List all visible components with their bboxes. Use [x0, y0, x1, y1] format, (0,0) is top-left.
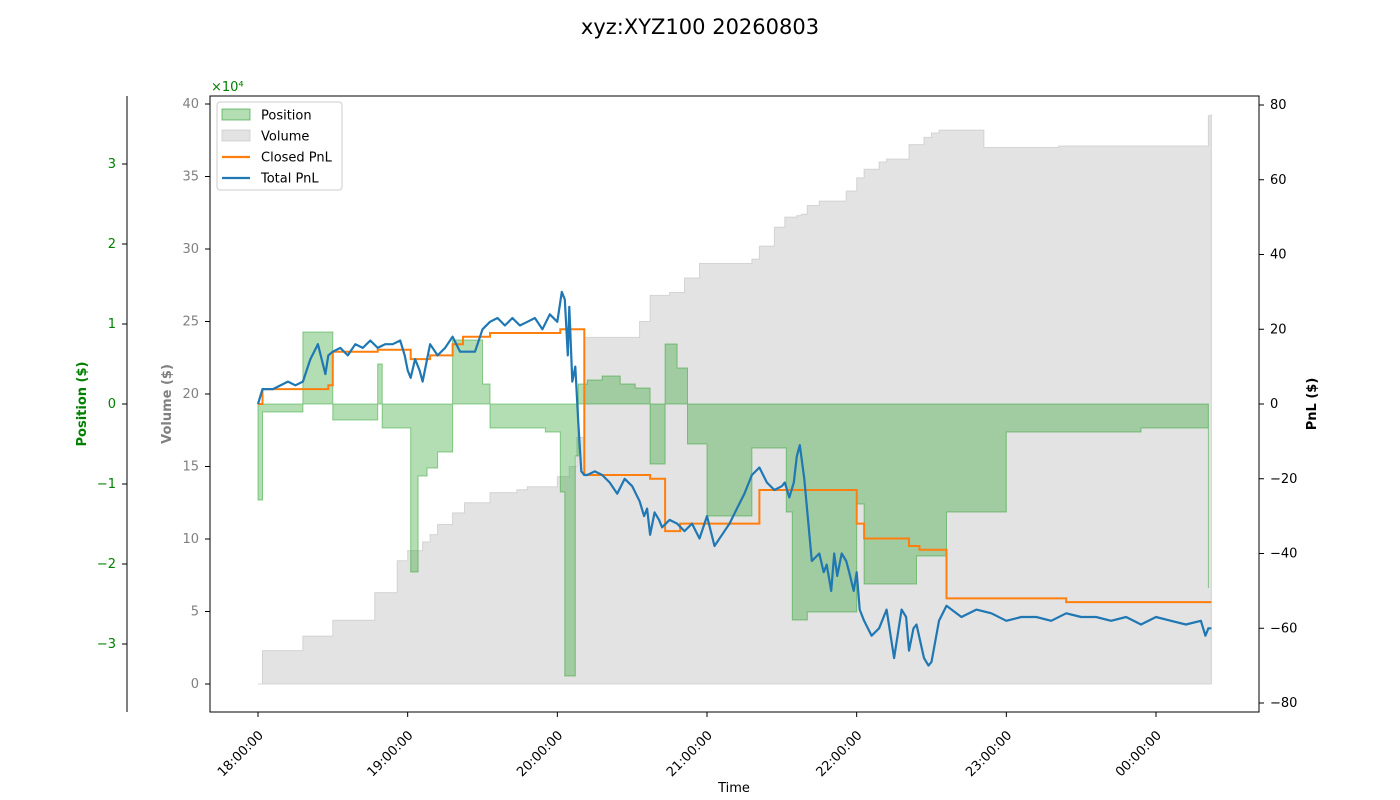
- chart-title: xyz:XYZ100 20260803: [581, 15, 819, 39]
- legend: Position Volume Closed PnL Total PnL: [216, 101, 343, 191]
- time-tick-label: 20:00:00: [514, 728, 566, 780]
- volume-tick-label: 15: [182, 460, 199, 475]
- volume-tick-label: 20: [182, 387, 199, 402]
- volume-tick-label: 30: [182, 242, 199, 257]
- time-tick-label: 18:00:00: [215, 728, 267, 780]
- pnl-axis-ticks: −80 −60 −40 −20 0 20 40 60 80: [1259, 98, 1297, 711]
- pnl-tick-label: 60: [1270, 173, 1287, 188]
- total-pnl-line: [256, 290, 1212, 667]
- position-axis-ticks: −3 −2 −1 0 1 2 3: [97, 157, 127, 652]
- legend-box: [216, 101, 343, 191]
- closed-pnl-line: [258, 328, 1212, 604]
- volume-axis-ticks: 0 5 10 15 20 25 30 35 40: [182, 97, 210, 692]
- position-tick-label: 1: [108, 317, 116, 332]
- position-area: [257, 331, 1209, 677]
- legend-label: Position: [261, 109, 312, 124]
- pnl-tick-label: −80: [1270, 696, 1297, 711]
- volume-series: [258, 114, 1212, 685]
- closed-pnl-series: [258, 328, 1212, 604]
- pnl-tick-label: 80: [1270, 98, 1287, 113]
- pnl-tick-label: −60: [1270, 621, 1297, 636]
- pnl-tick-label: −40: [1270, 547, 1297, 562]
- time-tick-label: 00:00:00: [1113, 728, 1165, 780]
- volume-axis-label: Volume ($): [160, 364, 175, 444]
- volume-tick-label: 5: [191, 605, 199, 620]
- time-axis-label: Time: [717, 781, 750, 796]
- legend-label: Total PnL: [260, 172, 319, 187]
- volume-tick-label: 25: [182, 315, 199, 330]
- legend-swatch: [221, 129, 251, 142]
- pnl-tick-label: 40: [1270, 248, 1287, 263]
- position-tick-label: 0: [108, 397, 116, 412]
- position-tick-label: 2: [108, 237, 116, 252]
- time-tick-label: 22:00:00: [814, 728, 866, 780]
- pnl-axis-label: PnL ($): [1305, 378, 1320, 431]
- pnl-tick-label: 20: [1270, 322, 1287, 337]
- time-tick-label: 21:00:00: [664, 728, 716, 780]
- position-series: [257, 331, 1209, 677]
- position-tick-label: −1: [97, 477, 116, 492]
- volume-tick-label: 40: [182, 97, 199, 112]
- time-tick-label: 23:00:00: [963, 728, 1015, 780]
- legend-label: Volume: [261, 130, 309, 145]
- pnl-tick-label: 0: [1270, 397, 1278, 412]
- legend-label: Closed PnL: [261, 151, 333, 166]
- time-tick-label: 19:00:00: [365, 728, 417, 780]
- volume-tick-label: 0: [191, 677, 199, 692]
- position-tick-label: 3: [108, 157, 116, 172]
- position-multiplier: ×10⁴: [211, 80, 244, 95]
- position-tick-label: −2: [97, 557, 116, 572]
- position-tick-label: −3: [97, 637, 116, 652]
- pnl-tick-label: −20: [1270, 472, 1297, 487]
- total-pnl-series: [256, 290, 1212, 667]
- plot-area: [256, 114, 1212, 685]
- time-axis-ticks: 18:00:00 19:00:00 20:00:00 21:00:00 22:00:00…: [215, 712, 1165, 780]
- volume-tick-label: 10: [182, 532, 199, 547]
- legend-swatch: [221, 108, 251, 121]
- position-axis-label: Position ($): [75, 362, 90, 447]
- volume-tick-label: 35: [182, 170, 199, 185]
- volume-area: [258, 114, 1212, 685]
